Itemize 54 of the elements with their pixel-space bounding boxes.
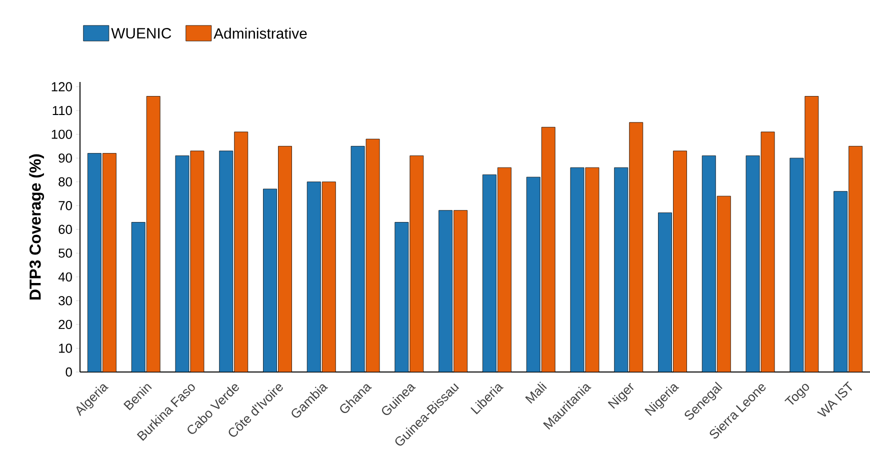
bar xyxy=(87,153,102,372)
bar xyxy=(306,182,321,372)
bar xyxy=(614,167,628,372)
y-tick-label: 110 xyxy=(52,106,72,116)
y-tick-label: 80 xyxy=(58,177,72,186)
bar xyxy=(263,188,277,372)
bar xyxy=(498,167,512,372)
bar xyxy=(526,176,540,372)
bar xyxy=(438,210,453,372)
bar xyxy=(804,96,819,372)
bar xyxy=(585,167,600,372)
x-tick-label: WA IST xyxy=(817,381,852,417)
bar xyxy=(394,222,409,372)
bar xyxy=(234,132,248,372)
bar xyxy=(146,96,160,372)
bar xyxy=(673,150,687,372)
y-tick-label: 30 xyxy=(58,296,72,306)
bar xyxy=(746,155,760,372)
bar xyxy=(175,155,190,372)
bar xyxy=(102,153,116,372)
y-tick-label: 90 xyxy=(58,153,72,163)
y-tick-label: 40 xyxy=(58,272,72,282)
y-axis-title: DTP3 Coverage (%) xyxy=(29,154,44,300)
bar xyxy=(190,150,204,372)
bar xyxy=(834,191,848,372)
bar xyxy=(658,212,672,372)
y-tick-label: 50 xyxy=(58,248,72,258)
bar xyxy=(410,155,424,372)
bar xyxy=(629,122,644,372)
y-tick-label: 0 xyxy=(66,367,72,377)
y-tick-label: 120 xyxy=(52,82,72,92)
bar xyxy=(278,146,292,372)
legend-label: Administrative xyxy=(214,28,307,39)
y-tick-label: 60 xyxy=(58,224,72,234)
y-tick-label: 20 xyxy=(58,320,72,330)
y-tick-label: 100 xyxy=(52,130,72,139)
y-tick-label: 70 xyxy=(58,201,72,210)
bar xyxy=(482,174,496,372)
bar xyxy=(454,210,468,372)
bar xyxy=(716,196,731,372)
bar xyxy=(790,158,804,372)
bar xyxy=(322,182,336,372)
bar xyxy=(219,150,234,372)
bar xyxy=(760,132,775,372)
legend-label: WUENIC xyxy=(111,28,172,39)
bar xyxy=(350,146,365,372)
bar xyxy=(366,138,380,372)
bar xyxy=(848,146,863,372)
bar xyxy=(131,222,146,372)
bar xyxy=(541,126,556,372)
x-tick-label: Togo xyxy=(784,384,809,405)
y-tick-label: 10 xyxy=(59,344,72,353)
bar xyxy=(570,167,584,372)
bar xyxy=(702,155,716,372)
